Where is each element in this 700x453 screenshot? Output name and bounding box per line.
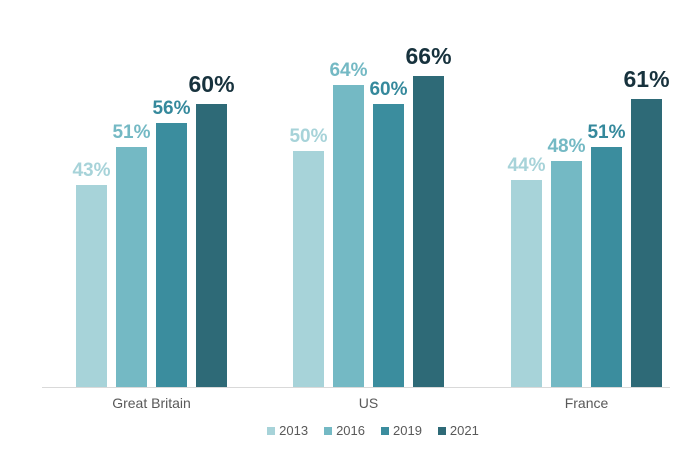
bar-column: 66% — [405, 45, 452, 388]
bar-value-label: 60% — [188, 71, 235, 97]
legend-label: 2021 — [449, 423, 479, 438]
bar-column: 61% — [623, 68, 670, 388]
bar-column: 48% — [547, 137, 586, 388]
bar — [116, 147, 147, 388]
legend-swatch-icon — [267, 426, 276, 435]
bar — [76, 185, 107, 388]
bar-value-label: 56% — [152, 98, 191, 119]
plot-area: 43% 51% 56% 60% 50% 64% 60% 66% 44% 48% 51% 61% — [72, 0, 670, 388]
bar-value-label: 60% — [369, 79, 408, 100]
bar — [511, 180, 542, 388]
bar-column: 60% — [188, 73, 235, 388]
category-label: Great Britain — [112, 395, 191, 411]
legend-item: 2021 — [437, 423, 479, 438]
bar-value-label: 43% — [72, 160, 111, 181]
bar — [156, 123, 187, 388]
bar-group: 44% 48% 51% 61% — [507, 0, 670, 388]
legend-swatch-icon — [437, 426, 446, 435]
legend-label: 2019 — [393, 423, 422, 438]
legend-label: 2016 — [336, 423, 365, 438]
bar-value-label: 50% — [289, 126, 328, 147]
bar-column: 64% — [329, 61, 368, 388]
bar-column: 56% — [152, 99, 191, 388]
bar-column: 60% — [369, 80, 408, 388]
legend-item: 2019 — [381, 424, 422, 437]
bar-column: 43% — [72, 161, 111, 388]
bar-column: 51% — [587, 123, 626, 388]
bar-value-label: 64% — [329, 60, 368, 81]
bar — [551, 161, 582, 388]
legend-swatch-icon — [324, 426, 333, 435]
bar-group: 50% 64% 60% 66% — [289, 0, 452, 388]
category-label: France — [564, 395, 609, 411]
x-axis-line — [42, 387, 670, 388]
bar — [196, 104, 227, 388]
bar — [631, 99, 662, 388]
bar-value-label: 44% — [507, 155, 546, 176]
legend-label: 2013 — [279, 423, 309, 438]
bar-value-label: 48% — [547, 136, 586, 157]
legend-item: 2013 — [267, 424, 308, 437]
bar — [333, 85, 364, 388]
category-label: US — [358, 395, 379, 411]
bar-value-label: 61% — [623, 66, 670, 92]
legend: 2013 2016 2019 2021 — [23, 424, 700, 437]
bar — [373, 104, 404, 388]
bar-group: 43% 51% 56% 60% — [72, 0, 235, 388]
bar-value-label: 51% — [587, 122, 626, 143]
bar-value-label: 66% — [405, 43, 452, 69]
legend-swatch-icon — [381, 426, 389, 435]
bar-column: 50% — [289, 127, 328, 388]
bar-value-label: 51% — [112, 122, 151, 143]
bar — [413, 76, 444, 388]
bar — [293, 151, 324, 388]
bar-column: 44% — [507, 156, 546, 388]
bar-column: 51% — [112, 123, 151, 388]
legend-item: 2016 — [324, 424, 365, 437]
bar — [591, 147, 622, 388]
